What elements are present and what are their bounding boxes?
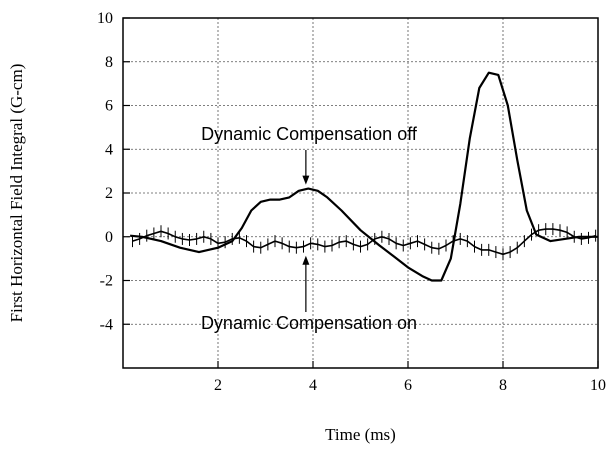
- annotations: Dynamic Compensation off Dynamic Compens…: [201, 124, 418, 333]
- x-tick-label: 8: [499, 377, 507, 394]
- y-axis-title: First Horizontal Field Integral (G-cm): [7, 64, 26, 323]
- y-tick-label: -2: [100, 273, 113, 290]
- axis-ticks: [123, 17, 599, 368]
- grid-lines: [123, 18, 598, 368]
- y-tick-label: 10: [97, 10, 113, 27]
- y-tick-label: 0: [105, 229, 113, 246]
- y-tick-label: -4: [100, 316, 113, 333]
- x-tick-label: 2: [214, 377, 222, 394]
- y-tick-label: 6: [105, 98, 113, 115]
- x-tick-label: 4: [309, 377, 317, 394]
- y-tick-label: 4: [105, 141, 113, 158]
- y-tick-labels: -4 -2 0 2 4 6 8 10: [97, 10, 113, 333]
- annotation-on-arrowhead: [302, 255, 310, 265]
- x-tick-label: 10: [590, 377, 606, 394]
- x-tick-labels: 2 4 6 8 10: [214, 377, 606, 394]
- annotation-off-arrowhead: [302, 175, 310, 185]
- y-tick-label: 2: [105, 185, 113, 202]
- x-tick-label: 6: [404, 377, 412, 394]
- annotation-compensation-off: Dynamic Compensation off: [201, 124, 418, 144]
- series-line-2: [132, 228, 596, 256]
- y-tick-label: 8: [105, 54, 113, 71]
- annotation-compensation-on: Dynamic Compensation on: [201, 313, 417, 333]
- series-group: [129, 71, 598, 282]
- x-axis-title: Time (ms): [325, 425, 396, 444]
- series-line-1: [129, 71, 598, 282]
